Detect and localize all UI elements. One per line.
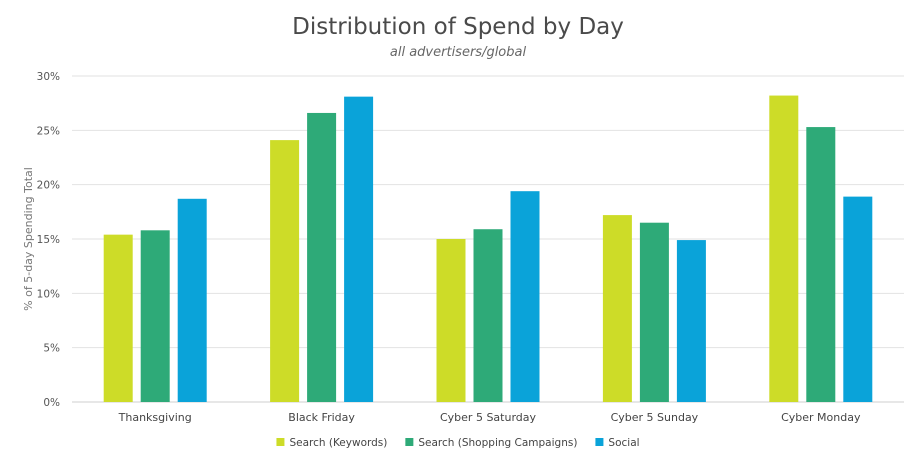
legend-swatch [276,438,285,446]
legend-item-1: Search (Keywords) [276,437,387,449]
bar-3-3 [510,191,540,402]
legend-item-2: Search (Shopping Campaigns) [405,437,577,449]
bar-2-2 [307,112,337,403]
bar-1-1 [103,234,133,402]
bar-1-3 [177,198,207,402]
legend-label: Search (Keywords) [289,437,387,449]
legend-swatch [405,438,414,446]
bar-5-2 [806,127,836,402]
legend: Search (Keywords) Search (Shopping Campai… [276,437,640,449]
y-tick-label: 5% [43,343,60,355]
bar-1-2 [140,230,170,402]
y-axis-title: % of 5-day Spending Total [22,167,35,311]
y-tick-label: 10% [37,288,60,300]
legend-swatch [595,438,604,446]
y-axis-ticks: 0% 5% 10% 15% 20% 25% 30% [37,71,60,409]
legend-item-3: Social [595,437,640,449]
y-tick-label: 15% [37,234,60,246]
x-category-label: Cyber 5 Sunday [611,411,699,424]
bar-3-2 [473,229,503,402]
x-category-label: Black Friday [288,411,355,424]
y-tick-label: 30% [37,71,60,83]
bar-5-3 [843,196,873,402]
bar-4-3 [676,240,706,402]
bar-4-1 [602,215,632,402]
bar-4-2 [639,222,669,402]
bar-2-3 [344,96,374,402]
bars [103,95,873,403]
legend-label: Search (Shopping Campaigns) [418,437,577,449]
chart-subtitle: all advertisers/global [390,45,527,60]
x-category-label: Thanksgiving [118,411,192,424]
legend-label: Social [608,437,639,449]
bar-5-1 [769,95,799,402]
y-tick-label: 20% [37,180,60,192]
x-axis-categories: Thanksgiving Black Friday Cyber 5 Saturday… [118,411,861,424]
y-tick-label: 25% [37,125,60,137]
bar-3-1 [436,239,466,402]
x-category-label: Cyber 5 Saturday [440,411,537,424]
y-tick-label: 0% [43,397,60,409]
chart-title: Distribution of Spend by Day [292,14,624,40]
x-category-label: Cyber Monday [781,411,861,424]
bar-2-1 [270,140,300,402]
